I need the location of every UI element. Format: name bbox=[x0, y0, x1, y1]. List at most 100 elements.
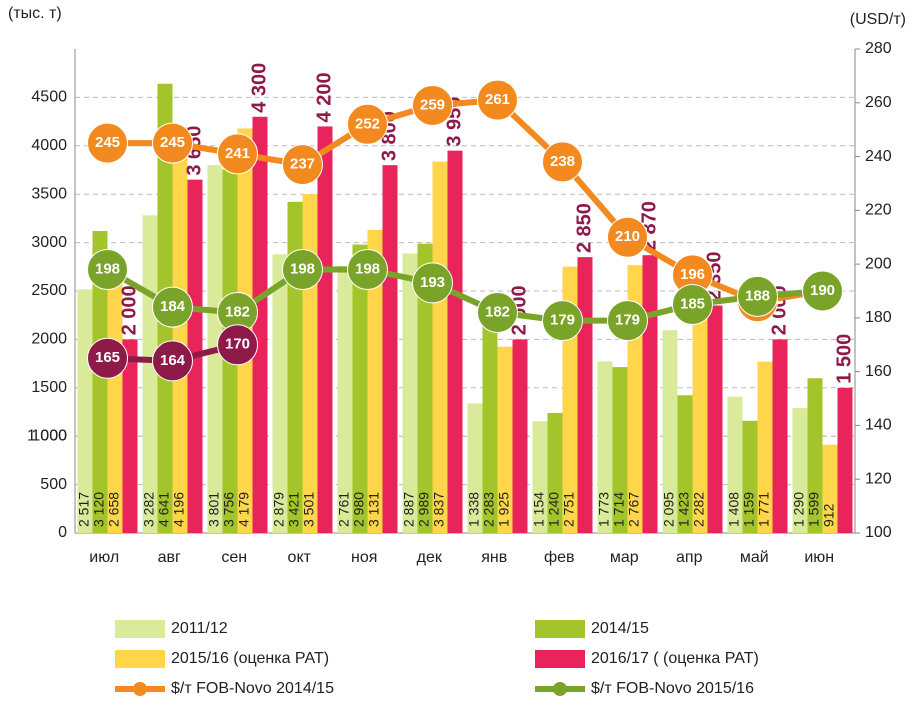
line-marker bbox=[542, 300, 583, 342]
legend-label: 2015/16 (оценка РАТ) bbox=[171, 650, 329, 667]
line-value-label: 184 bbox=[160, 298, 186, 315]
bar bbox=[142, 215, 158, 533]
bar bbox=[432, 161, 448, 533]
bar bbox=[677, 395, 693, 533]
bar-value-label: 4 641 bbox=[156, 492, 172, 527]
legend-swatch bbox=[115, 650, 165, 668]
bar bbox=[302, 194, 318, 533]
line-marker bbox=[152, 286, 193, 328]
bar bbox=[577, 257, 593, 533]
bar-value-label: 1 423 bbox=[676, 492, 692, 527]
bar bbox=[692, 312, 708, 533]
bar-value-label: 3 756 bbox=[221, 492, 237, 527]
line-marker bbox=[217, 133, 258, 175]
line-marker bbox=[87, 248, 128, 290]
line-value-label: 188 bbox=[745, 287, 770, 304]
bar bbox=[612, 367, 628, 533]
bar-value-label: 1 714 bbox=[611, 492, 627, 527]
legend-label: 2014/15 bbox=[591, 620, 649, 637]
bar-value-label: 4 179 bbox=[236, 492, 252, 527]
bar bbox=[512, 339, 528, 533]
bar bbox=[252, 116, 268, 533]
bar-value-label: 2 658 bbox=[106, 492, 122, 527]
bar bbox=[772, 339, 788, 533]
bar bbox=[757, 361, 773, 533]
line-value-label: 164 bbox=[160, 352, 186, 369]
x-tick-label: фев bbox=[544, 549, 575, 566]
y2-tick-label: 220 bbox=[865, 202, 892, 219]
y2-tick-label: 260 bbox=[865, 94, 892, 111]
y-tick-label: 3000 bbox=[31, 234, 67, 251]
bar bbox=[352, 244, 368, 533]
bar bbox=[382, 165, 398, 533]
line-marker bbox=[607, 216, 648, 258]
legend-swatch bbox=[115, 620, 165, 638]
x-tick-label: июн bbox=[804, 549, 834, 566]
line-marker bbox=[412, 84, 453, 126]
bar-value-label: 2 095 bbox=[661, 492, 677, 527]
line-marker bbox=[477, 292, 518, 334]
y-tick-label: 1000 bbox=[31, 427, 67, 444]
line-marker bbox=[282, 144, 323, 186]
bar-value-label: 1 500 bbox=[833, 334, 855, 384]
y-tick-label: 3500 bbox=[31, 185, 67, 202]
line-value-label: 261 bbox=[485, 91, 510, 108]
legend-label: 2016/17 ( (оценка РАТ) bbox=[591, 650, 759, 667]
y2-tick-label: 140 bbox=[865, 417, 892, 434]
bar-value-label: 1 773 bbox=[596, 492, 612, 527]
line-marker bbox=[347, 103, 388, 145]
bar bbox=[172, 126, 188, 533]
bar-value-label: 1 154 bbox=[531, 492, 547, 527]
line-value-label: 241 bbox=[225, 145, 250, 162]
bar bbox=[272, 254, 288, 533]
line-marker bbox=[152, 340, 193, 382]
y-axis-label: (тыс. т) bbox=[8, 5, 62, 22]
line-value-label: 196 bbox=[680, 266, 705, 283]
bar-value-label: 2 879 bbox=[271, 492, 287, 527]
line-value-label: 193 bbox=[420, 274, 445, 291]
legend-label: $/т FOB-Novo 2015/16 bbox=[591, 680, 754, 697]
line-value-label: 259 bbox=[420, 96, 445, 113]
x-tick-label: дек bbox=[417, 549, 443, 566]
y2-axis-label: (USD/т) bbox=[850, 11, 906, 28]
bar bbox=[417, 243, 433, 533]
bar bbox=[707, 305, 723, 533]
x-tick-label: май bbox=[740, 549, 769, 566]
line-value-label: 198 bbox=[95, 260, 120, 277]
line-value-label: 165 bbox=[95, 349, 120, 366]
y2-tick-label: 120 bbox=[865, 470, 892, 487]
bar bbox=[642, 255, 658, 533]
bar bbox=[482, 312, 498, 533]
line-value-label: 245 bbox=[160, 134, 185, 151]
x-tick-label: июл bbox=[89, 549, 119, 566]
bar bbox=[662, 330, 678, 533]
y-tick-label: 4000 bbox=[31, 137, 67, 154]
y2-tick-label: 160 bbox=[865, 363, 892, 380]
bar-value-label: 1 290 bbox=[791, 492, 807, 527]
bar-value-label: 1 925 bbox=[496, 492, 512, 527]
bar bbox=[467, 403, 483, 533]
line-value-label: 238 bbox=[550, 153, 575, 170]
bar-value-label: 1 240 bbox=[546, 492, 562, 527]
y-tick-label: 500 bbox=[40, 476, 67, 493]
line-value-label: 182 bbox=[225, 303, 250, 320]
x-tick-label: янв bbox=[481, 549, 507, 566]
y2-tick-label: 240 bbox=[865, 148, 892, 165]
bar-value-label: 4 300 bbox=[248, 63, 270, 113]
bar bbox=[447, 150, 463, 533]
bar bbox=[367, 229, 383, 534]
y2-tick-label: 180 bbox=[865, 309, 892, 326]
bar-value-label: 2 282 bbox=[691, 492, 707, 527]
bar bbox=[807, 378, 823, 533]
bar-value-label: 4 200 bbox=[313, 72, 335, 122]
bar bbox=[727, 396, 743, 533]
x-tick-label: ноя bbox=[351, 549, 377, 566]
x-tick-label: сен bbox=[221, 549, 247, 566]
line-value-label: 198 bbox=[290, 260, 315, 277]
bar bbox=[822, 444, 838, 533]
line-value-label: 237 bbox=[290, 156, 315, 173]
line-marker bbox=[737, 275, 778, 317]
y2-tick-label: 280 bbox=[865, 40, 892, 57]
y-tick-label: 1500 bbox=[31, 379, 67, 396]
legend-label: 2011/12 bbox=[171, 620, 228, 637]
